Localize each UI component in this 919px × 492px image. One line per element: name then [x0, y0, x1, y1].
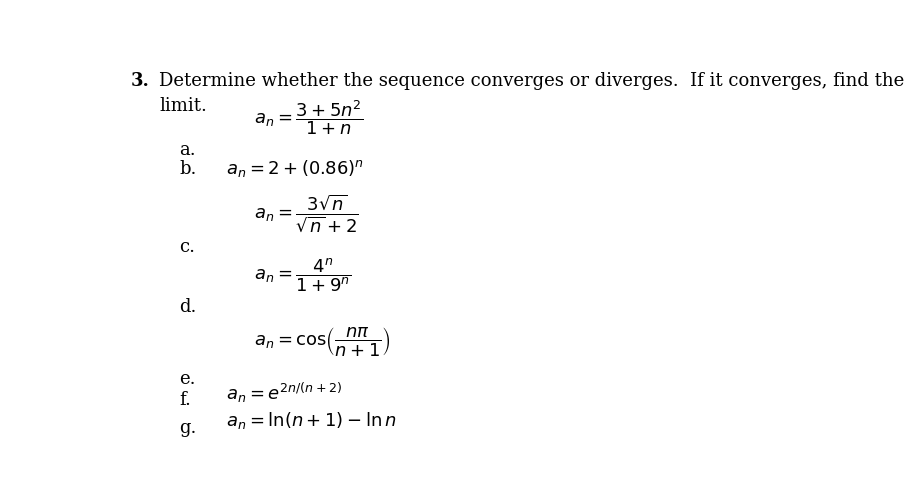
Text: b.: b. [179, 160, 197, 178]
Text: $a_n = e^{2n/(n+2)}$: $a_n = e^{2n/(n+2)}$ [225, 380, 341, 404]
Text: Determine whether the sequence converges or diverges.  If it converges, find the: Determine whether the sequence converges… [159, 72, 903, 91]
Text: e.: e. [179, 370, 196, 388]
Text: d.: d. [179, 298, 197, 316]
Text: 3.: 3. [130, 72, 150, 91]
Text: g.: g. [179, 419, 197, 437]
Text: c.: c. [179, 238, 195, 255]
Text: $a_n = \dfrac{4^n}{1 + 9^n}$: $a_n = \dfrac{4^n}{1 + 9^n}$ [254, 256, 351, 294]
Text: $a_n = \dfrac{3 + 5n^2}{1 + n}$: $a_n = \dfrac{3 + 5n^2}{1 + n}$ [254, 98, 363, 137]
Text: $a_n = \cos\!\left(\dfrac{n\pi}{n + 1}\right)$: $a_n = \cos\!\left(\dfrac{n\pi}{n + 1}\r… [254, 325, 391, 358]
Text: a.: a. [179, 141, 196, 159]
Text: $a_n = \ln(n + 1) - \ln n$: $a_n = \ln(n + 1) - \ln n$ [225, 409, 396, 430]
Text: limit.: limit. [159, 97, 207, 115]
Text: $a_n = 2 + (0.86)^n$: $a_n = 2 + (0.86)^n$ [225, 158, 363, 180]
Text: $a_n = \dfrac{3\sqrt{n}}{\sqrt{n} + 2}$: $a_n = \dfrac{3\sqrt{n}}{\sqrt{n} + 2}$ [254, 193, 358, 235]
Text: f.: f. [179, 391, 191, 409]
